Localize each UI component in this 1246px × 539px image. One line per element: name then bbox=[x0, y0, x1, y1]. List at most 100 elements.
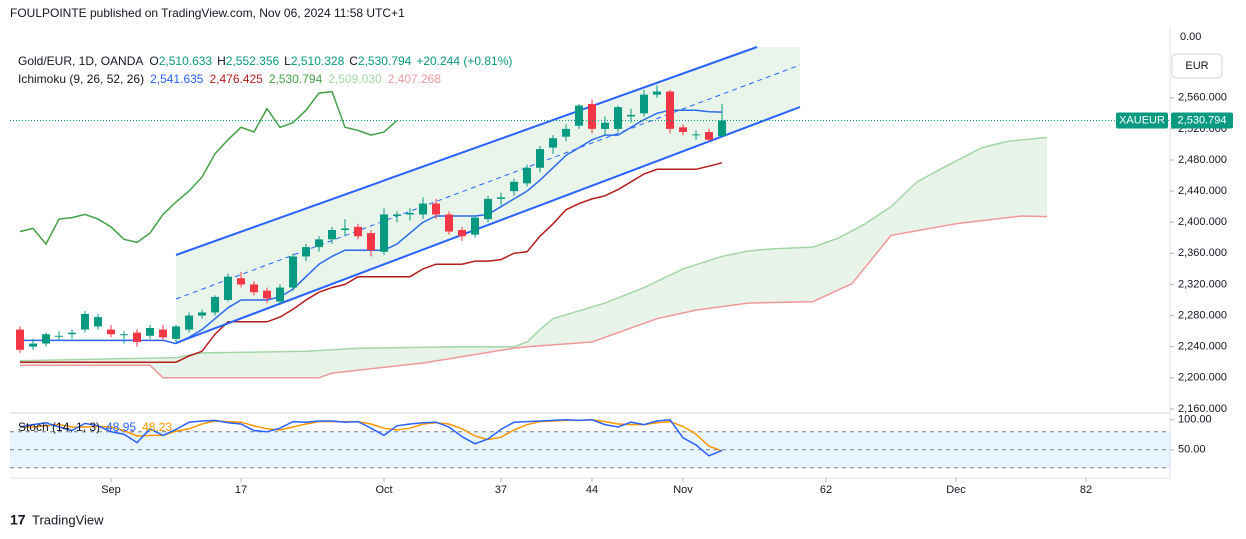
candle-body bbox=[172, 326, 181, 339]
base-line bbox=[20, 162, 723, 363]
candle-body bbox=[718, 120, 727, 137]
currency[interactable]: EUR bbox=[1185, 60, 1208, 72]
candle-body bbox=[16, 329, 25, 350]
x-tick-label: 82 bbox=[1080, 484, 1092, 496]
change: +20.244 (+0.81%) bbox=[416, 54, 512, 68]
candle-body bbox=[458, 230, 467, 237]
y-tick-label: 2,360.000 bbox=[1178, 247, 1227, 259]
candle-body bbox=[666, 91, 675, 129]
brand-logo: 17 bbox=[10, 512, 26, 528]
stoch-name: Stoch (14, 1, 3) bbox=[18, 420, 100, 434]
y-tick-label: 2,480.000 bbox=[1178, 154, 1227, 166]
symbol-legend: Gold/EUR, 1D, OANDA O2,510.633 H2,552.356 L… bbox=[18, 54, 512, 68]
y-tick-label: 2,400.000 bbox=[1178, 216, 1227, 228]
y-tick-label: 2,200.000 bbox=[1178, 372, 1227, 384]
stoch-k bbox=[19, 419, 723, 457]
candle-body bbox=[406, 212, 415, 215]
candle-body bbox=[237, 278, 246, 285]
candle-body bbox=[276, 287, 285, 302]
x-tick-label: 17 bbox=[235, 484, 247, 496]
x-tick-label: Oct bbox=[375, 484, 392, 496]
ohlc-value: 2,552.356 bbox=[226, 54, 280, 68]
stoch-tick-label: 100.00 bbox=[1178, 414, 1212, 426]
leading-span-a bbox=[19, 136, 1048, 362]
candle-body bbox=[471, 217, 480, 235]
last-price: 2,530.794 bbox=[1178, 114, 1227, 126]
top-label: 0.00 bbox=[1180, 31, 1201, 43]
publisher-line: FOULPOINTE published on TradingView.com,… bbox=[10, 6, 405, 20]
candle-body bbox=[445, 214, 454, 232]
ohlc-value: 2,510.633 bbox=[159, 54, 213, 68]
candle-body bbox=[601, 122, 610, 129]
indicator-value: 2,509.030 bbox=[328, 72, 382, 86]
candle-body bbox=[185, 315, 194, 330]
y-tick-label: 2,240.000 bbox=[1178, 341, 1227, 353]
candle-body bbox=[302, 247, 311, 257]
y-tick-label: 2,160.000 bbox=[1178, 403, 1227, 415]
candle-body bbox=[536, 149, 545, 168]
candle-body bbox=[419, 203, 428, 215]
ohlc-key: C bbox=[349, 54, 358, 68]
channel-middle bbox=[175, 64, 801, 300]
x-tick-label: Nov bbox=[673, 484, 693, 496]
y-tick-label: 2,320.000 bbox=[1178, 278, 1227, 290]
candle-body bbox=[549, 138, 558, 148]
candle-body bbox=[68, 332, 77, 335]
leading-span-b bbox=[20, 215, 1048, 379]
candle-body bbox=[328, 230, 337, 240]
candle-body bbox=[29, 343, 38, 347]
candle-body bbox=[614, 107, 623, 129]
x-tick-label: Sep bbox=[101, 484, 121, 496]
candle-body bbox=[523, 167, 532, 184]
candle-body bbox=[575, 105, 584, 126]
candle-body bbox=[55, 335, 64, 337]
candle-body bbox=[133, 332, 142, 342]
channel-fill bbox=[176, 47, 800, 343]
candle-body bbox=[510, 181, 519, 192]
lagging-span bbox=[19, 90, 398, 246]
candle-body bbox=[120, 334, 129, 336]
ticker: XAUEUR bbox=[1119, 114, 1165, 126]
candle-body bbox=[94, 317, 103, 327]
channel-upper bbox=[175, 46, 758, 256]
candle-body bbox=[588, 104, 597, 129]
candle-body bbox=[484, 198, 493, 220]
candle-body bbox=[679, 127, 688, 132]
candle-body bbox=[159, 329, 168, 338]
x-tick-label: 37 bbox=[495, 484, 507, 496]
indicator-value: 2,530.794 bbox=[269, 72, 323, 86]
x-tick-label: 44 bbox=[586, 484, 598, 496]
cloud-fill bbox=[20, 137, 1047, 378]
x-tick-label: Dec bbox=[946, 484, 966, 496]
y-tick-label: 2,280.000 bbox=[1178, 309, 1227, 321]
candle-body bbox=[146, 328, 155, 336]
candle-body bbox=[692, 134, 701, 136]
indicator-legend: Ichimoku (9, 26, 52, 26) 2,541.635 2,476.4… bbox=[18, 72, 441, 86]
brand: TradingView bbox=[32, 512, 104, 527]
currency-box[interactable] bbox=[1171, 53, 1223, 79]
ohlc-value: 2,510.328 bbox=[291, 54, 345, 68]
symbol: Gold/EUR, 1D, OANDA bbox=[18, 54, 143, 68]
candle-body bbox=[81, 314, 90, 330]
candle-body bbox=[393, 214, 402, 216]
candle-body bbox=[627, 114, 636, 117]
candle-body bbox=[198, 312, 207, 316]
candle-body bbox=[432, 203, 441, 215]
x-tick-label: 62 bbox=[820, 484, 832, 496]
candle-body bbox=[42, 334, 51, 344]
candle-body bbox=[341, 228, 350, 230]
ohlc-key: O bbox=[149, 54, 158, 68]
stoch-value: 48.95 bbox=[106, 420, 136, 434]
candle-body bbox=[224, 276, 233, 300]
y-tick-label: 2,440.000 bbox=[1178, 185, 1227, 197]
y-tick-label: 2,560.000 bbox=[1178, 92, 1227, 104]
candle-body bbox=[315, 239, 324, 248]
ticker-box bbox=[1116, 112, 1168, 129]
indicator-value: 2,476.425 bbox=[209, 72, 263, 86]
stoch-value: 48.23 bbox=[142, 420, 172, 434]
ohlc-value: 2,530.794 bbox=[358, 54, 412, 68]
indicator-name: Ichimoku (9, 26, 52, 26) bbox=[18, 72, 144, 86]
ohlc-key: H bbox=[217, 54, 226, 68]
